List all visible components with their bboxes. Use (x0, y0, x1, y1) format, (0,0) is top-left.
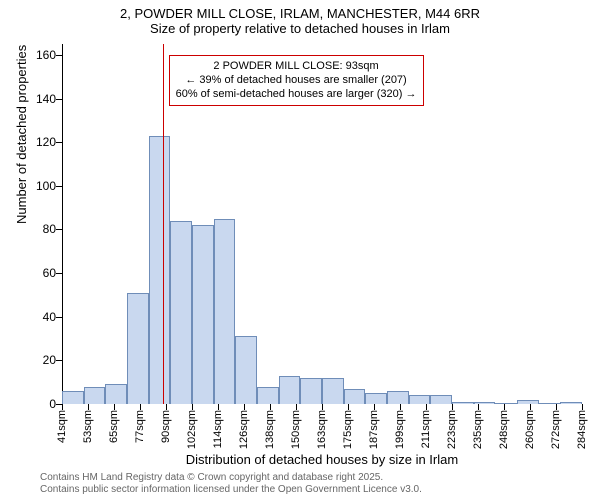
histogram-bar (365, 393, 387, 404)
y-tick (56, 229, 62, 230)
y-tick-label: 60 (16, 266, 56, 280)
x-tick-label: 77sqm (134, 410, 146, 443)
y-tick-label: 40 (16, 310, 56, 324)
x-tick-label: 65sqm (108, 410, 120, 443)
histogram-bar (84, 387, 106, 404)
histogram-bar (344, 389, 366, 404)
x-tick-label: 150sqm (290, 410, 302, 449)
x-tick-label: 102sqm (186, 410, 198, 449)
histogram-bar (517, 400, 539, 404)
histogram-bar (257, 387, 279, 404)
chart-title-line1: 2, POWDER MILL CLOSE, IRLAM, MANCHESTER,… (0, 0, 600, 21)
annotation-line1: 2 POWDER MILL CLOSE: 93sqm (176, 59, 417, 73)
x-tick-label: 211sqm (420, 410, 432, 448)
y-tick (56, 142, 62, 143)
footer-attribution: Contains HM Land Registry data © Crown c… (40, 472, 422, 496)
x-tick-label: 187sqm (368, 410, 380, 449)
x-tick-label: 175sqm (342, 410, 354, 449)
histogram-bar (105, 384, 127, 404)
histogram-bar (235, 336, 257, 404)
y-tick (56, 99, 62, 100)
y-tick (56, 360, 62, 361)
y-tick (56, 273, 62, 274)
x-tick-label: 248sqm (498, 410, 510, 449)
plot-area: 02040608010012014016041sqm53sqm65sqm77sq… (62, 44, 582, 404)
histogram-bar (127, 293, 149, 404)
annotation-box: 2 POWDER MILL CLOSE: 93sqm← 39% of detac… (169, 55, 424, 106)
y-tick-label: 160 (16, 48, 56, 62)
histogram-bar (560, 402, 582, 404)
histogram-bar (62, 391, 84, 404)
annotation-line2: ← 39% of detached houses are smaller (20… (176, 73, 417, 87)
x-tick-label: 199sqm (394, 410, 406, 449)
histogram-bar (452, 402, 474, 404)
x-tick-label: 272sqm (550, 410, 562, 449)
y-tick-label: 120 (16, 135, 56, 149)
x-tick-label: 235sqm (472, 410, 484, 449)
x-tick-label: 223sqm (446, 410, 458, 449)
annotation-line3: 60% of semi-detached houses are larger (… (176, 87, 417, 101)
reference-line (163, 44, 164, 404)
y-tick (56, 186, 62, 187)
x-tick-label: 163sqm (316, 410, 328, 449)
histogram-chart: 2, POWDER MILL CLOSE, IRLAM, MANCHESTER,… (0, 0, 600, 500)
x-tick-label: 126sqm (238, 410, 250, 449)
x-tick-label: 114sqm (212, 410, 224, 448)
y-tick (56, 55, 62, 56)
histogram-bar (322, 378, 344, 404)
histogram-bar (387, 391, 409, 404)
y-tick-label: 20 (16, 353, 56, 367)
y-tick-label: 140 (16, 92, 56, 106)
x-tick-label: 53sqm (82, 410, 94, 443)
x-tick-label: 260sqm (524, 410, 536, 449)
histogram-bar (192, 225, 214, 404)
x-axis-title: Distribution of detached houses by size … (62, 452, 582, 467)
histogram-bar (409, 395, 431, 404)
histogram-bar (279, 376, 301, 404)
histogram-bar (149, 136, 171, 404)
x-tick-label: 138sqm (264, 410, 276, 449)
x-tick-label: 41sqm (56, 410, 68, 443)
y-tick-label: 80 (16, 222, 56, 236)
x-tick-label: 284sqm (576, 410, 588, 449)
y-tick (56, 317, 62, 318)
chart-title-line2: Size of property relative to detached ho… (0, 21, 600, 40)
histogram-bar (170, 221, 192, 404)
footer-line2: Contains public sector information licen… (40, 484, 422, 496)
histogram-bar (430, 395, 452, 404)
x-tick-label: 90sqm (160, 410, 172, 443)
y-tick-label: 0 (16, 397, 56, 411)
y-tick-label: 100 (16, 179, 56, 193)
footer-line1: Contains HM Land Registry data © Crown c… (40, 472, 422, 484)
histogram-bar (474, 402, 496, 404)
histogram-bar (495, 403, 517, 404)
histogram-bar (539, 403, 561, 404)
histogram-bar (300, 378, 322, 404)
histogram-bar (214, 219, 236, 404)
